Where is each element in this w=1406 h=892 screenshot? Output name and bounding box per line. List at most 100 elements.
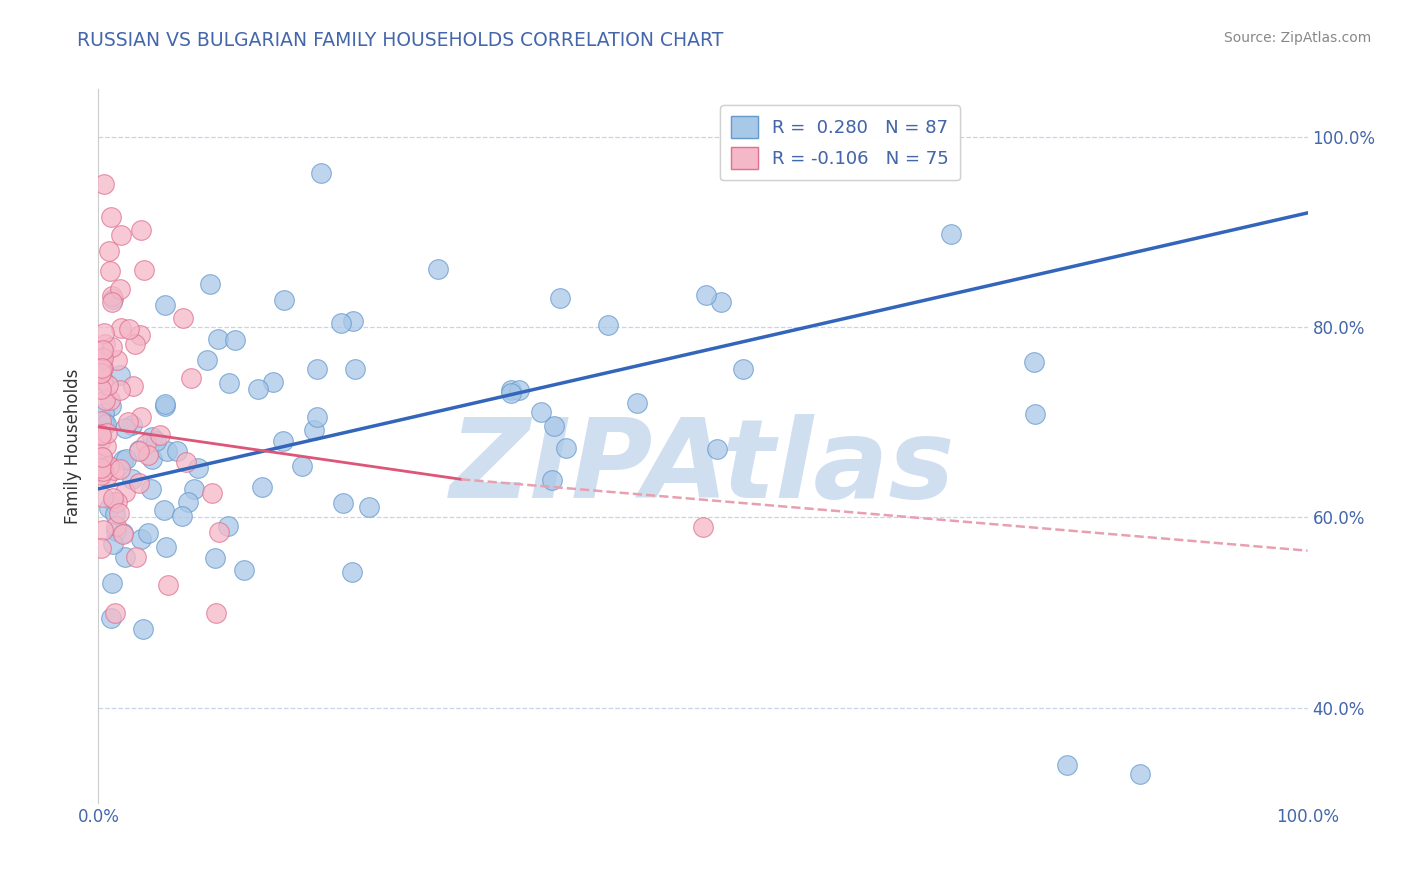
Point — [90, 367, 112, 381]
Point — [250, 480, 273, 494]
Point — [1128, 767, 1150, 781]
Point — [90, 354, 112, 368]
Point — [110, 282, 132, 296]
Point — [101, 491, 124, 505]
Point — [108, 462, 131, 476]
Point — [541, 473, 564, 487]
Point — [105, 495, 128, 509]
Point — [706, 442, 728, 457]
Point — [596, 318, 619, 332]
Point — [103, 537, 125, 551]
Point — [135, 437, 157, 451]
Point — [332, 496, 354, 510]
Point — [111, 526, 134, 541]
Point — [302, 423, 325, 437]
Point — [94, 439, 117, 453]
Point — [156, 443, 179, 458]
Point — [100, 400, 122, 414]
Y-axis label: Family Households: Family Households — [65, 368, 83, 524]
Point — [555, 441, 578, 455]
Point — [149, 428, 172, 442]
Point — [710, 295, 733, 310]
Point — [939, 227, 962, 241]
Point — [129, 410, 152, 425]
Point — [100, 611, 122, 625]
Point — [155, 541, 177, 555]
Text: Source: ZipAtlas.com: Source: ZipAtlas.com — [1223, 31, 1371, 45]
Point — [100, 211, 122, 225]
Text: RUSSIAN VS BULGARIAN FAMILY HOUSEHOLDS CORRELATION CHART: RUSSIAN VS BULGARIAN FAMILY HOUSEHOLDS C… — [77, 31, 724, 50]
Point — [97, 378, 120, 392]
Point — [145, 434, 167, 448]
Point — [117, 415, 139, 429]
Point — [136, 525, 159, 540]
Point — [273, 293, 295, 308]
Point — [174, 455, 197, 469]
Point — [108, 368, 131, 383]
Point — [187, 461, 209, 475]
Point — [90, 350, 112, 364]
Point — [97, 458, 120, 473]
Point — [110, 321, 132, 335]
Point — [343, 361, 366, 376]
Point — [180, 370, 202, 384]
Point — [93, 326, 115, 340]
Point — [131, 622, 153, 636]
Point — [153, 399, 176, 413]
Point — [224, 333, 246, 347]
Point — [695, 287, 717, 301]
Point — [108, 506, 131, 520]
Point — [530, 405, 553, 419]
Point — [90, 433, 112, 447]
Point — [91, 490, 114, 504]
Point — [90, 414, 112, 428]
Point — [305, 409, 328, 424]
Point — [128, 443, 150, 458]
Point — [93, 414, 115, 428]
Point — [103, 463, 125, 477]
Point — [101, 289, 124, 303]
Point — [329, 316, 352, 330]
Point — [357, 500, 380, 514]
Point — [1024, 407, 1046, 421]
Point — [195, 353, 218, 368]
Point — [342, 314, 364, 328]
Point — [124, 337, 146, 351]
Point — [93, 406, 115, 420]
Point — [233, 563, 256, 577]
Point — [101, 576, 124, 591]
Point — [139, 482, 162, 496]
Point — [100, 392, 122, 407]
Point — [501, 383, 523, 397]
Point — [204, 551, 226, 566]
Point — [114, 421, 136, 435]
Point — [172, 311, 194, 326]
Point — [218, 376, 240, 391]
Point — [309, 166, 332, 180]
Point — [104, 524, 127, 538]
Point — [91, 524, 114, 538]
Point — [152, 503, 174, 517]
Point — [91, 361, 114, 376]
Point — [110, 228, 132, 243]
Point — [96, 469, 118, 483]
Point — [121, 418, 143, 433]
Point — [129, 533, 152, 547]
Point — [508, 383, 530, 397]
Point — [103, 507, 125, 521]
Point — [94, 337, 117, 351]
Point — [90, 360, 112, 375]
Point — [90, 467, 112, 482]
Point — [98, 500, 121, 515]
Point — [98, 244, 121, 258]
Point — [291, 458, 314, 473]
Point — [104, 518, 127, 533]
Point — [91, 450, 114, 464]
Point — [426, 262, 449, 277]
Point — [340, 566, 363, 580]
Point — [128, 476, 150, 491]
Text: ZIPAtlas: ZIPAtlas — [450, 414, 956, 521]
Point — [183, 482, 205, 496]
Point — [128, 328, 150, 343]
Point — [131, 223, 153, 237]
